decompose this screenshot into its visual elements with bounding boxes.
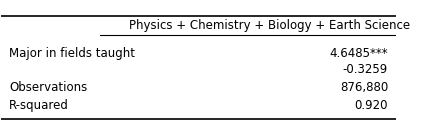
Text: R-squared: R-squared xyxy=(9,99,69,112)
Text: -0.3259: -0.3259 xyxy=(342,63,387,76)
Text: Major in fields taught: Major in fields taught xyxy=(9,47,135,60)
Text: 0.920: 0.920 xyxy=(354,99,387,112)
Text: Observations: Observations xyxy=(9,81,87,94)
Text: Physics + Chemistry + Biology + Earth Science: Physics + Chemistry + Biology + Earth Sc… xyxy=(129,19,409,32)
Text: 876,880: 876,880 xyxy=(339,81,387,94)
Text: 4.6485***: 4.6485*** xyxy=(329,47,387,60)
